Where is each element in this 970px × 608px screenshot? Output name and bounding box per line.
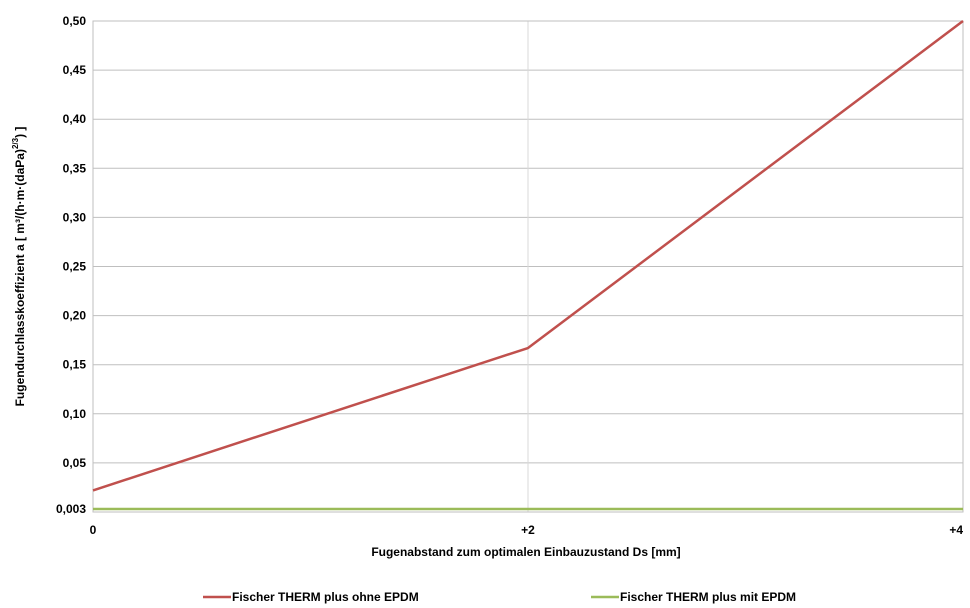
y-axis-title-main: Fugendurchlasskoeffizient a [ m³/(h·m·(d…: [13, 149, 27, 406]
y-tick-label: 0,15: [63, 358, 87, 372]
x-tick-label: +4: [949, 523, 963, 537]
plot-area: [92, 20, 964, 513]
y-axis-ticks: 0,003 0,05 0,10 0,15 0,20 0,25 0,30 0,35 0,40 0,4…: [56, 14, 86, 516]
x-axis-ticks: 0 +2 +4: [90, 523, 964, 537]
series-line-1: [92, 20, 964, 492]
y-tick-label: 0,10: [63, 407, 87, 421]
y-tick-label: 0,20: [63, 309, 87, 323]
grid: [92, 20, 964, 512]
series-group: [92, 20, 964, 511]
y-tick-label: 0,25: [63, 260, 87, 274]
y-tick-label: 0,35: [63, 161, 87, 175]
legend-label: Fischer THERM plus ohne EPDM: [232, 590, 419, 604]
y-tick-label: 0,50: [63, 14, 87, 28]
y-tick-label: 0,003: [56, 502, 86, 516]
x-tick-label: +2: [521, 523, 535, 537]
y-axis-title: Fugendurchlasskoeffizient a [ m³/(h·m·(d…: [11, 127, 27, 407]
y-axis-title-end: ) ]: [13, 127, 27, 138]
y-tick-label: 0,40: [63, 112, 87, 126]
y-tick-label: 0,05: [63, 456, 87, 470]
y-axis-title-sup: 2/3: [11, 137, 20, 149]
y-tick-label: 0,30: [63, 210, 87, 224]
x-tick-label: 0: [90, 523, 97, 537]
legend: Fischer THERM plus ohne EPDM Fischer THER…: [203, 590, 796, 604]
legend-label: Fischer THERM plus mit EPDM: [620, 590, 796, 604]
x-axis-title: Fugenabstand zum optimalen Einbauzustand…: [371, 545, 680, 559]
y-tick-label: 0,45: [63, 63, 87, 77]
